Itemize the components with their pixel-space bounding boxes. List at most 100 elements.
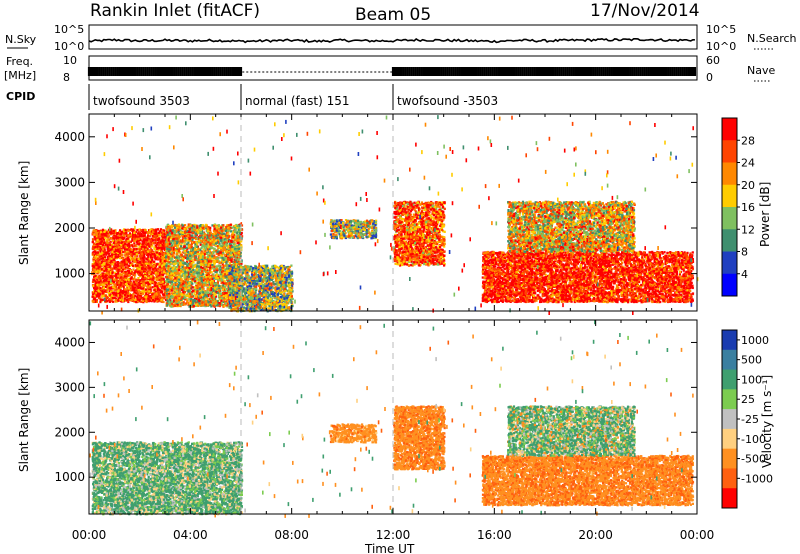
- echo-cell: [120, 284, 123, 287]
- echo-cell: [147, 250, 150, 253]
- echo-cell: [119, 296, 122, 299]
- echo-cell: [94, 250, 97, 253]
- echo-cell: [99, 288, 102, 292]
- echo-cell: [138, 296, 141, 299]
- echo-cell: [131, 245, 134, 248]
- echo-cell: [102, 283, 105, 287]
- echo-cell: [117, 255, 120, 259]
- echo-cell: [94, 246, 97, 249]
- echo-cell: [123, 258, 126, 261]
- echo-cell: [115, 294, 118, 297]
- echo-cell: [150, 300, 153, 303]
- echo-cell: [142, 245, 145, 248]
- echo-cell: [148, 249, 151, 252]
- echo-cell: [142, 255, 145, 258]
- echo-cell: [157, 249, 160, 252]
- echo-cell: [158, 230, 161, 233]
- echo-cell: [130, 276, 133, 280]
- echo-cell: [154, 247, 157, 251]
- echo-cell: [119, 233, 122, 236]
- echo-cell: [122, 244, 125, 247]
- echo-cell: [143, 243, 146, 247]
- echo-cell: [97, 267, 100, 270]
- echo-cell: [156, 284, 159, 288]
- echo-cell: [120, 294, 123, 297]
- echo-cell: [119, 286, 122, 289]
- echo-cell: [120, 260, 123, 263]
- echo-cell: [140, 259, 143, 262]
- echo-cell: [160, 298, 163, 302]
- echo-cell: [138, 261, 141, 264]
- echo-cell: [116, 281, 119, 285]
- echo-cell: [156, 296, 159, 299]
- echo-cell: [123, 247, 126, 250]
- echo-cell: [95, 294, 99, 297]
- echo-cell: [100, 241, 103, 244]
- echo-cell: [147, 267, 150, 270]
- echo-cell: [147, 274, 150, 278]
- echo-cell: [159, 248, 162, 251]
- echo-cell: [159, 281, 162, 285]
- echo-cell: [164, 235, 167, 238]
- echo-cell: [173, 260, 176, 263]
- echo-cell: [119, 289, 122, 292]
- echo-cell: [143, 250, 146, 253]
- echo-cell: [163, 288, 166, 291]
- echo-cell: [161, 234, 165, 237]
- echo-cell: [116, 300, 119, 303]
- echo-cell: [99, 286, 102, 290]
- echo-cell: [130, 284, 133, 287]
- echo-cell: [141, 275, 144, 278]
- echo-cell: [141, 243, 144, 246]
- echo-cell: [106, 284, 109, 287]
- echo-cell: [126, 256, 129, 259]
- echo-cell: [127, 300, 130, 304]
- echo-cell: [207, 254, 210, 257]
- echo-cell: [131, 262, 134, 265]
- echo-cell: [112, 252, 115, 255]
- echo-cell: [97, 247, 100, 250]
- echo-cell: [127, 279, 130, 282]
- echo-cell: [163, 287, 166, 290]
- echo-cell: [138, 251, 141, 254]
- echo-cell: [96, 253, 99, 256]
- echo-cell: [106, 233, 109, 237]
- echo-cell: [135, 288, 138, 291]
- echo-cell: [135, 240, 138, 244]
- echo-cell: [98, 259, 101, 262]
- echo-cell: [128, 281, 132, 285]
- echo-cell: [144, 267, 147, 270]
- echo-cell: [153, 246, 156, 249]
- echo-cell: [133, 231, 136, 234]
- echo-cell: [142, 270, 146, 273]
- echo-cell: [155, 268, 158, 271]
- nsky-ymin: 10^0: [54, 40, 84, 53]
- echo-cell: [136, 242, 139, 245]
- echo-cell: [183, 255, 186, 258]
- echo-cell: [152, 296, 155, 299]
- echo-cell: [157, 295, 160, 298]
- date-label: 17/Nov/2014: [590, 1, 700, 21]
- echo-cell: [116, 298, 119, 301]
- echo-cell: [135, 292, 138, 295]
- echo-cell: [188, 275, 191, 278]
- echo-cell: [138, 233, 141, 236]
- echo-cell: [99, 300, 102, 304]
- echo-cell: [95, 268, 98, 271]
- echo-cell: [105, 260, 109, 263]
- echo-cell: [163, 296, 166, 299]
- echo-cell: [99, 290, 102, 294]
- echo-cell: [118, 236, 121, 240]
- echo-cell: [155, 275, 158, 279]
- echo-cell: [138, 283, 141, 287]
- echo-cell: [125, 231, 128, 235]
- echo-cell: [106, 281, 109, 284]
- echo-cell: [108, 241, 111, 244]
- echo-cell: [157, 267, 160, 270]
- echo-cell: [157, 293, 160, 296]
- echo-cell: [101, 257, 105, 260]
- echo-cell: [199, 290, 202, 293]
- echo-cell: [157, 247, 160, 250]
- echo-cell: [153, 232, 156, 235]
- echo-cell: [93, 297, 96, 300]
